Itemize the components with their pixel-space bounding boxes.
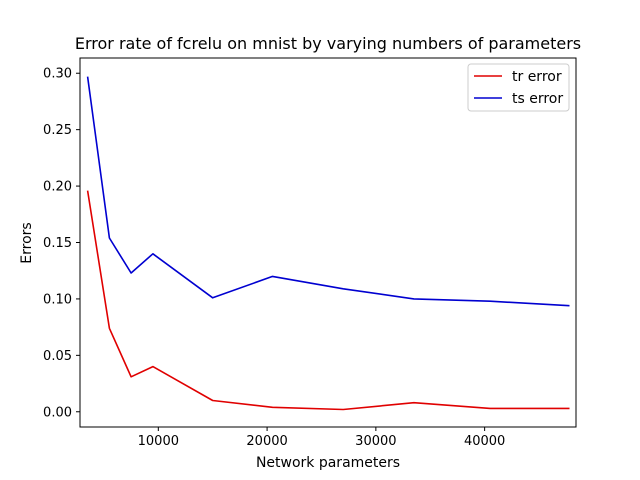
y-tick-label: 0.05 xyxy=(43,349,72,364)
plot-frame xyxy=(79,57,577,428)
legend-label-tr-error: tr error xyxy=(512,69,562,85)
y-tick-label: 0.15 xyxy=(43,236,72,251)
series-line-tr-error xyxy=(86,190,570,411)
y-tick-label: 0.00 xyxy=(43,405,72,420)
series-line-ts-error xyxy=(86,76,570,307)
x-tick-label: 40000 xyxy=(464,434,505,449)
x-tick-label: 30000 xyxy=(355,434,396,449)
legend-label-ts-error: ts error xyxy=(512,91,563,107)
x-tick-label: 20000 xyxy=(246,434,287,449)
legend: tr error ts error xyxy=(467,63,570,112)
y-tick-label: 0.10 xyxy=(43,292,72,307)
y-axis-label: Errors xyxy=(19,222,35,263)
x-axis-label: Network parameters xyxy=(256,455,400,471)
x-tick-label: 10000 xyxy=(138,434,179,449)
y-tick-label: 0.30 xyxy=(43,67,72,82)
y-tick-label: 0.25 xyxy=(43,123,72,138)
chart-title: Error rate of fcrelu on mnist by varying… xyxy=(75,34,581,53)
y-tick-label: 0.20 xyxy=(43,180,72,195)
plot-area: 10000 20000 30000 40000 0.00 0.05 0.10 0.15 0.20… xyxy=(43,57,577,449)
